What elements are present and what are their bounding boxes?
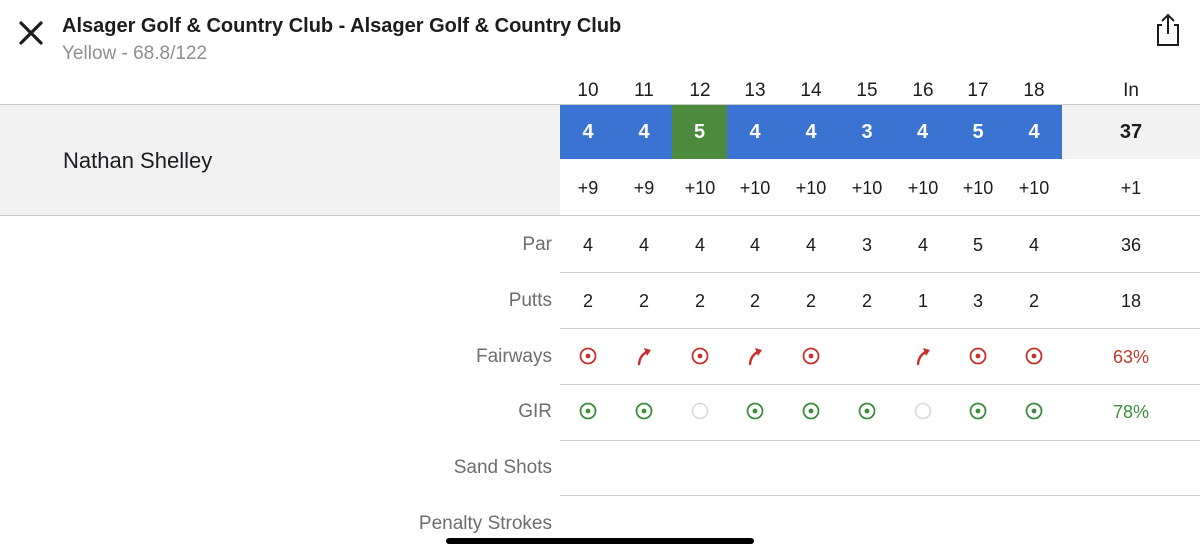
divider [560, 328, 1200, 329]
to-par-value: +10 [795, 178, 827, 198]
par-value: 4 [582, 235, 593, 255]
fairway-miss-right-icon [727, 344, 783, 368]
hole-score[interactable]: 4 [560, 105, 616, 159]
hole-number: 16 [912, 80, 934, 101]
hole-score[interactable]: 5 [672, 105, 727, 159]
course-subtitle: Yellow - 68.8/122 [62, 43, 208, 64]
hole-number: 17 [967, 80, 989, 101]
gir-hit-icon [783, 399, 839, 423]
player-name: Nathan Shelley [63, 148, 213, 173]
fairways-label: Fairways [475, 346, 552, 367]
hole-number: 14 [800, 80, 822, 101]
gir-miss-icon [672, 399, 728, 423]
fairway-target-icon [1006, 344, 1062, 368]
gir-label: GIR [518, 401, 552, 422]
penalty-strokes-label: Penalty Strokes [418, 513, 552, 534]
gir-hit-icon [839, 399, 895, 423]
hole-number: 18 [1023, 80, 1045, 101]
putts-value: 2 [638, 291, 649, 311]
par-value: 4 [694, 235, 705, 255]
hole-score[interactable]: 4 [783, 105, 839, 159]
gir-hit-icon [616, 399, 672, 423]
sand-shots-label: Sand Shots [453, 457, 552, 478]
divider [0, 104, 1200, 105]
to-par-value: +10 [1018, 178, 1050, 198]
par-value: 5 [972, 235, 983, 255]
hole-number: 12 [689, 80, 711, 101]
putts-value: 3 [972, 291, 983, 311]
hole-number: 10 [577, 80, 599, 101]
gir-hit-icon [727, 399, 783, 423]
gir-hit-icon [950, 399, 1006, 423]
score-total: 37 [1119, 121, 1143, 143]
hole-score[interactable]: 3 [839, 105, 895, 159]
divider [560, 440, 1200, 441]
par-total: 36 [1120, 235, 1142, 255]
hole-score[interactable]: 5 [950, 105, 1006, 159]
putts-value: 2 [1028, 291, 1039, 311]
fairway-target-icon [783, 344, 839, 368]
putts-value: 1 [917, 291, 928, 311]
divider [560, 272, 1200, 273]
to-par-row [560, 159, 1200, 215]
par-label: Par [522, 234, 552, 255]
fairway-target-icon [950, 344, 1006, 368]
hole-number: 13 [744, 80, 766, 101]
in-header: In [1123, 80, 1139, 101]
hole-score[interactable]: 4 [727, 105, 783, 159]
fairway-miss-right-icon [616, 344, 672, 368]
share-icon [1157, 13, 1179, 46]
gir-hit-icon [560, 399, 616, 423]
to-par-value: +10 [907, 178, 939, 198]
to-par-value: +10 [684, 178, 716, 198]
putts-value: 2 [582, 291, 593, 311]
putts-value: 2 [861, 291, 872, 311]
divider [560, 384, 1200, 385]
gir-total: 78% [1112, 402, 1150, 422]
gir-hit-icon [1006, 399, 1062, 423]
gir-miss-icon [895, 399, 951, 423]
fairway-target-icon [672, 344, 728, 368]
close-icon [19, 21, 43, 45]
fairways-total: 63% [1112, 347, 1150, 367]
hole-score[interactable]: 4 [616, 105, 672, 159]
to-par-value: +10 [851, 178, 883, 198]
close-button[interactable] [16, 18, 46, 48]
to-par-value: +9 [633, 178, 655, 198]
course-title: Alsager Golf & Country Club - Alsager Go… [62, 15, 622, 37]
par-value: 4 [805, 235, 816, 255]
to-par-value: +10 [962, 178, 994, 198]
share-button[interactable] [1152, 12, 1184, 48]
hole-score[interactable]: 4 [1006, 105, 1062, 159]
hole-number: 11 [634, 80, 654, 101]
putts-total: 18 [1120, 291, 1142, 311]
to-par-total: +1 [1120, 178, 1142, 198]
par-value: 4 [638, 235, 649, 255]
home-indicator[interactable] [446, 538, 754, 544]
putts-label: Putts [508, 290, 552, 311]
par-value: 4 [1028, 235, 1039, 255]
putts-value: 2 [805, 291, 816, 311]
putts-value: 2 [749, 291, 760, 311]
fairway-miss-right-icon [895, 344, 951, 368]
fairway-target-icon [560, 344, 616, 368]
divider [560, 495, 1200, 496]
putts-value: 2 [694, 291, 705, 311]
to-par-value: +10 [739, 178, 771, 198]
to-par-value: +9 [577, 178, 599, 198]
hole-score[interactable]: 4 [895, 105, 950, 159]
par-value: 4 [917, 235, 928, 255]
divider [0, 215, 1200, 216]
par-value: 4 [749, 235, 760, 255]
hole-number: 15 [856, 80, 878, 101]
par-value: 3 [861, 235, 872, 255]
